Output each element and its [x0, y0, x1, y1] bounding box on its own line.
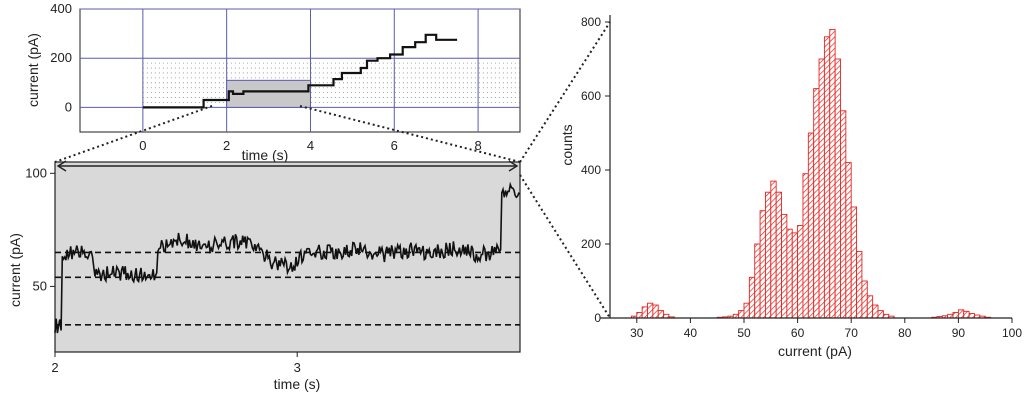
span-arrow-right-head: [508, 160, 519, 172]
histogram-bar: [968, 313, 975, 319]
top-trace-panel: 0 2 4 6 8 0 200 400 time (s) current (pA): [25, 1, 521, 163]
hist-x-tick-label: 40: [684, 326, 698, 340]
histogram-bar: [764, 191, 772, 319]
zoom-current-trace: [54, 181, 521, 334]
hist-axis-ticks: 30 40 50 60 70 80 90 100 0 200 400 600 800: [581, 15, 1022, 340]
hist-y-axis-label: counts: [559, 124, 575, 165]
histogram-bar: [813, 88, 820, 319]
histogram-bar: [856, 250, 863, 319]
histogram-bar: [647, 302, 654, 319]
zoom-x-axis-label: time (s): [274, 376, 321, 392]
hist-y-tick-label: 200: [581, 237, 601, 251]
hist-y-tick-label: 400: [581, 163, 601, 177]
hist-x-tick-label: 100: [1002, 326, 1022, 340]
span-arrow-left-head: [56, 160, 67, 172]
hist-y-tick-label: 0: [594, 311, 601, 325]
top-y-tick-label: 400: [50, 1, 72, 16]
zoom-trace-panel: 2 3 50 100 time (s) current (pA): [7, 161, 521, 392]
histogram-bar: [636, 312, 643, 319]
zoom-y-tick-label: 50: [33, 278, 47, 293]
hist-y-tick-label: 600: [581, 89, 601, 103]
top-plot-area: [79, 8, 521, 133]
histogram-bar: [866, 295, 874, 319]
hist-x-tick-label: 30: [630, 326, 644, 340]
histogram-bar: [829, 28, 836, 319]
histogram-bar: [957, 309, 965, 319]
histogram-bar: [845, 162, 852, 319]
histogram-bar: [802, 173, 809, 319]
histogram-bar: [738, 310, 745, 319]
zoom-y-axis-label: current (pA): [7, 233, 23, 307]
histogram-bar: [823, 36, 831, 319]
hist-x-axis-label: current (pA): [778, 343, 852, 359]
top-current-trace: [142, 33, 458, 109]
histogram-bar: [786, 228, 793, 319]
histogram-bar: [861, 280, 868, 319]
histogram-bar: [748, 276, 756, 319]
top-x-tick-label: 4: [307, 138, 314, 153]
top-dotted-band: [142, 62, 520, 103]
histogram-bar: [743, 302, 750, 319]
top-y-tick-label: 200: [50, 50, 72, 65]
histogram-bar: [797, 225, 804, 319]
zoom-x-tick-label: 2: [51, 360, 58, 375]
histogram-bar: [850, 206, 858, 319]
connector-hist-bottom: [519, 174, 611, 319]
histogram-bar: [657, 310, 665, 319]
histogram-bar: [754, 243, 761, 319]
histogram-bar: [791, 232, 799, 319]
histogram-bar: [834, 58, 841, 319]
top-axis-ticks: 0 2 4 6 8 0 200 400: [50, 1, 481, 153]
hist-x-tick-label: 50: [737, 326, 751, 340]
histogram-bar: [775, 191, 782, 319]
histogram-bar: [652, 304, 659, 319]
top-x-axis-label: time (s): [242, 147, 289, 163]
top-y-axis-label: current (pA): [25, 33, 41, 107]
hist-y-tick-label: 800: [581, 15, 601, 29]
zoom-connectors: [54, 21, 611, 319]
zoom-axis-ticks: 2 3 50 100: [25, 165, 301, 375]
histogram-bar: [781, 213, 788, 319]
histogram-bars: [630, 28, 992, 319]
histogram-panel: 30 40 50 60 70 80 90 100 0 200 400 600 800 current (…: [559, 15, 1022, 359]
histogram-bar: [840, 110, 847, 319]
histogram-bar: [641, 306, 648, 319]
zoom-reference-levels: [55, 251, 520, 326]
top-x-tick-label: 8: [474, 138, 481, 153]
histogram-bar: [807, 132, 815, 319]
top-x-tick-label: 6: [391, 138, 398, 153]
hist-x-tick-label: 90: [952, 326, 966, 340]
histogram-bar: [877, 310, 884, 319]
zoom-plot-area: [54, 161, 521, 353]
hist-x-tick-label: 80: [898, 326, 912, 340]
zoom-span-arrows: [56, 160, 519, 172]
histogram-bar: [872, 304, 879, 319]
histogram-bar: [770, 180, 777, 319]
histogram-bar: [963, 310, 970, 319]
histogram-bar: [759, 210, 766, 319]
zoom-y-tick-label: 100: [25, 165, 47, 180]
histogram-bar: [818, 58, 825, 319]
histogram-bar: [952, 312, 959, 319]
top-x-tick-label: 0: [139, 138, 146, 153]
top-y-tick-label: 0: [65, 99, 72, 114]
top-x-tick-label: 2: [223, 138, 230, 153]
hist-x-tick-label: 70: [845, 326, 859, 340]
hist-x-tick-label: 60: [791, 326, 805, 340]
zoom-x-tick-label: 3: [294, 360, 301, 375]
